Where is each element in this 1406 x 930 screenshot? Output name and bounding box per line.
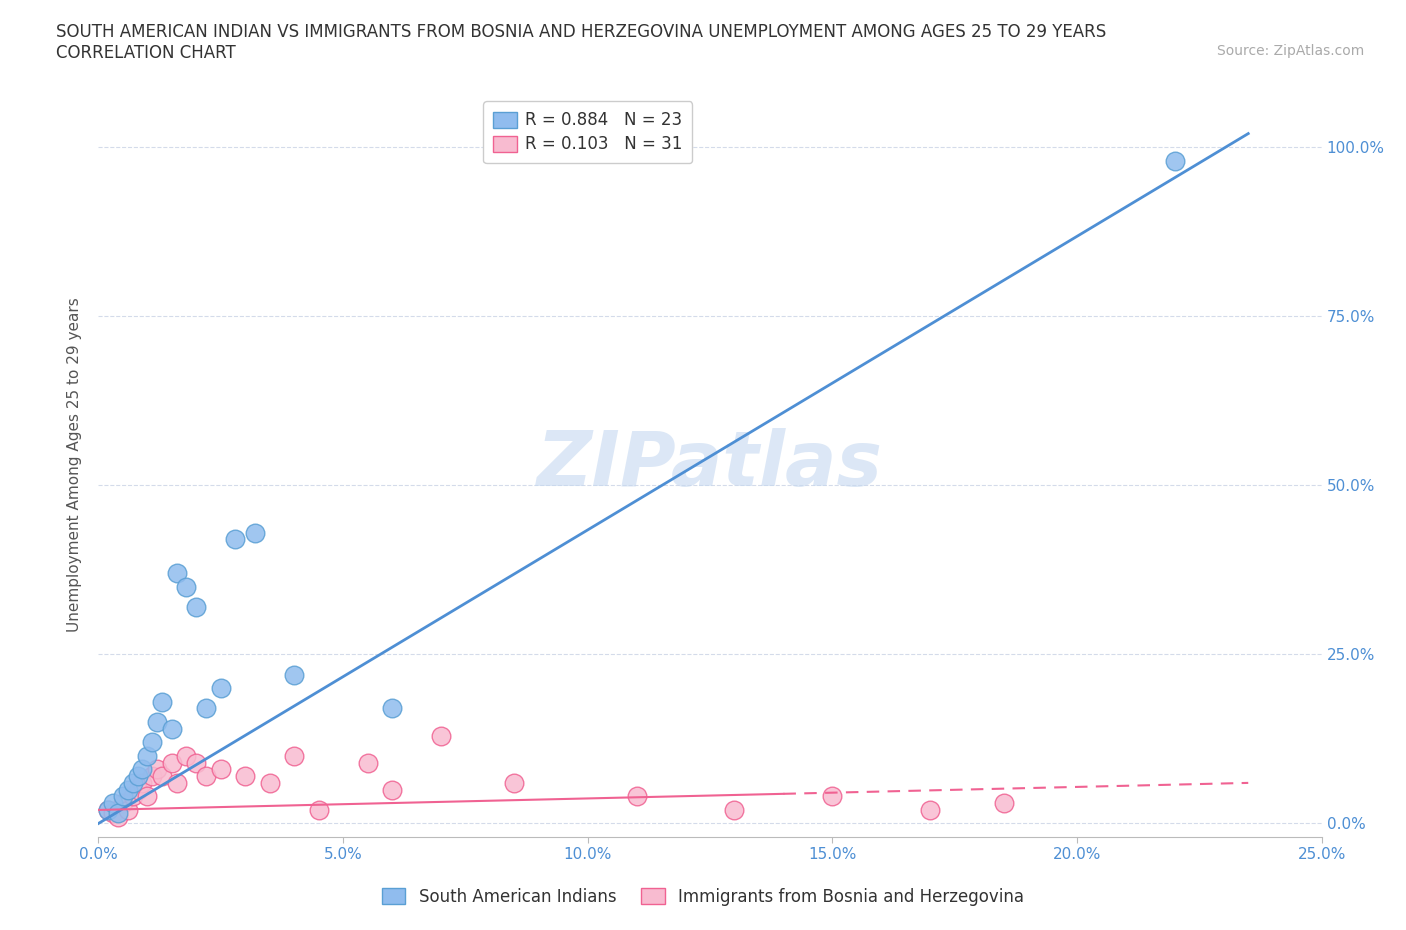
Text: ZIPatlas: ZIPatlas	[537, 428, 883, 502]
Point	[117, 803, 139, 817]
Point	[111, 796, 134, 811]
Point	[209, 762, 232, 777]
Point	[283, 749, 305, 764]
Point	[160, 722, 183, 737]
Point	[131, 776, 153, 790]
Point	[121, 776, 143, 790]
Point	[381, 782, 404, 797]
Point	[209, 681, 232, 696]
Point	[101, 806, 124, 821]
Point	[176, 749, 198, 764]
Point	[503, 776, 526, 790]
Point	[920, 803, 942, 817]
Point	[107, 806, 129, 821]
Point	[101, 796, 124, 811]
Point	[186, 600, 208, 615]
Point	[723, 803, 745, 817]
Point	[107, 809, 129, 824]
Point	[224, 532, 246, 547]
Point	[283, 667, 305, 682]
Point	[131, 762, 153, 777]
Text: Source: ZipAtlas.com: Source: ZipAtlas.com	[1216, 44, 1364, 58]
Point	[259, 776, 281, 790]
Point	[150, 695, 173, 710]
Point	[117, 782, 139, 797]
Point	[430, 728, 453, 743]
Point	[233, 769, 256, 784]
Point	[150, 769, 173, 784]
Point	[146, 714, 169, 729]
Point	[127, 769, 149, 784]
Point	[97, 803, 120, 817]
Point	[136, 789, 159, 804]
Point	[136, 749, 159, 764]
Point	[166, 776, 188, 790]
Point	[166, 565, 188, 580]
Point	[160, 755, 183, 770]
Point	[141, 735, 163, 750]
Point	[97, 803, 120, 817]
Point	[176, 579, 198, 594]
Point	[146, 762, 169, 777]
Point	[993, 796, 1015, 811]
Point	[626, 789, 648, 804]
Text: CORRELATION CHART: CORRELATION CHART	[56, 44, 236, 61]
Text: SOUTH AMERICAN INDIAN VS IMMIGRANTS FROM BOSNIA AND HERZEGOVINA UNEMPLOYMENT AMO: SOUTH AMERICAN INDIAN VS IMMIGRANTS FROM…	[56, 23, 1107, 41]
Point	[111, 789, 134, 804]
Legend: R = 0.884   N = 23, R = 0.103   N = 31: R = 0.884 N = 23, R = 0.103 N = 31	[484, 101, 692, 163]
Point	[308, 803, 330, 817]
Point	[356, 755, 378, 770]
Point	[127, 782, 149, 797]
Point	[121, 789, 143, 804]
Point	[141, 769, 163, 784]
Point	[1164, 153, 1187, 168]
Point	[381, 701, 404, 716]
Point	[195, 769, 218, 784]
Point	[186, 755, 208, 770]
Y-axis label: Unemployment Among Ages 25 to 29 years: Unemployment Among Ages 25 to 29 years	[67, 298, 83, 632]
Point	[243, 525, 266, 540]
Legend: South American Indians, Immigrants from Bosnia and Herzegovina: South American Indians, Immigrants from …	[375, 881, 1031, 912]
Point	[195, 701, 218, 716]
Point	[821, 789, 844, 804]
